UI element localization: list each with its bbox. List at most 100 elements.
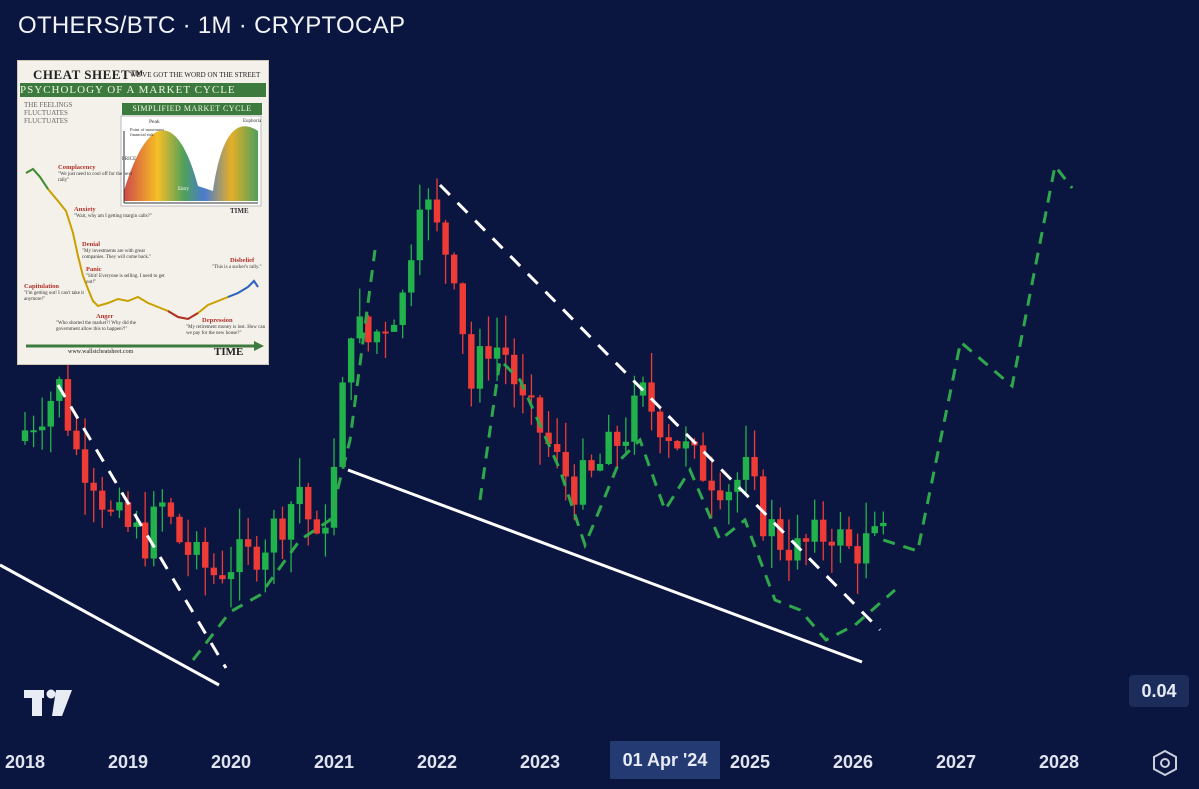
inset-entry-label: Entry xyxy=(178,187,190,192)
history-wave-path xyxy=(191,249,377,661)
candle-body xyxy=(682,441,690,449)
candle-body xyxy=(124,502,132,527)
inset-peak-note: Point of maximum financial risk xyxy=(130,127,164,137)
candle-body xyxy=(450,254,458,284)
candle-body xyxy=(622,441,630,446)
candle-body xyxy=(425,199,432,210)
candle-body xyxy=(373,331,381,343)
candle-body xyxy=(21,430,29,441)
candle-body xyxy=(717,490,724,501)
candle-body xyxy=(459,283,466,335)
inset-stage-label: Capitulation xyxy=(24,283,60,290)
candle-body xyxy=(665,437,672,441)
candle-body xyxy=(262,552,269,570)
inset-illustration xyxy=(25,115,264,351)
candle-body xyxy=(150,506,157,559)
candle-body xyxy=(184,542,192,555)
inset-banner: PSYCHOLOGY OF A MARKET CYCLE xyxy=(20,83,266,97)
candle-body xyxy=(382,331,389,334)
candle-body xyxy=(193,541,200,555)
inset-stage-label: Denial xyxy=(82,241,101,248)
inset-stage-quote: "My retirement money is lost. How can we… xyxy=(186,325,266,336)
x-tick-label: 2026 xyxy=(832,752,874,772)
candle-body xyxy=(227,572,235,580)
candle-body xyxy=(493,347,501,359)
candle-body xyxy=(347,338,355,383)
inset-simplified-title: SIMPLIFIED MARKET CYCLE xyxy=(122,103,262,115)
candle-body xyxy=(880,522,887,527)
candle-body xyxy=(390,324,398,332)
price-chart[interactable] xyxy=(0,0,1199,740)
candle-body xyxy=(47,400,54,427)
inset-stage-quote: "Shit! Everyone is selling. I need to ge… xyxy=(86,274,165,285)
candle-body xyxy=(244,539,252,547)
inset-y-axis: PRICE xyxy=(122,157,137,162)
candle-body xyxy=(305,486,312,520)
candle-body xyxy=(30,430,37,433)
resistance-trendline-1 xyxy=(56,384,228,669)
inset-stage-quote: "We just need to cool off for the next r… xyxy=(58,172,133,183)
candle-body xyxy=(270,518,278,553)
tradingview-logo-icon[interactable] xyxy=(24,688,74,723)
candle-body xyxy=(38,426,46,431)
inset-stage-label: Anxiety xyxy=(74,206,96,213)
candle-body xyxy=(176,516,183,543)
candle-body xyxy=(528,395,535,398)
inset-stage-quote: "My investments are with great companies… xyxy=(82,249,152,260)
candle-body xyxy=(742,456,750,480)
resistance-trendline-2 xyxy=(438,183,882,632)
candle-body xyxy=(502,347,509,355)
settings-hexagon-icon[interactable] xyxy=(1151,749,1179,782)
candle-body xyxy=(768,519,775,537)
trendline-overlay xyxy=(0,183,882,687)
candle-body xyxy=(159,502,166,507)
candle-body xyxy=(287,504,295,540)
inset-x-axis: TIME xyxy=(230,207,249,215)
candle-body xyxy=(81,449,89,483)
candle-body xyxy=(828,541,836,546)
inset-footer-url: www.wallstcheatsheet.com xyxy=(68,349,134,355)
candle-body xyxy=(468,334,475,389)
candle-body xyxy=(648,382,655,412)
candle-body xyxy=(339,382,346,467)
candle-body xyxy=(562,451,569,477)
crosshair-date-label: 01 Apr '24 xyxy=(610,741,720,779)
candle-body xyxy=(141,522,149,559)
candle-body xyxy=(536,397,544,433)
candle-body xyxy=(553,444,561,452)
inset-stage-label: Disbelief xyxy=(230,257,255,264)
market-cycle-cheatsheet-inset: CHEAT SHEET™ WE'VE GOT THE WORD ON THE S… xyxy=(17,60,269,365)
candle-body xyxy=(90,482,97,491)
candle-body xyxy=(133,522,140,527)
candle-body xyxy=(777,519,784,550)
inset-stage-label: Complacency xyxy=(58,164,96,171)
candlestick-series xyxy=(21,178,887,608)
last-price-label: 0.04 xyxy=(1129,675,1189,707)
candle-body xyxy=(64,379,72,431)
candle-body xyxy=(167,502,175,517)
candle-body xyxy=(356,316,363,339)
candle-body xyxy=(708,480,715,491)
candle-body xyxy=(734,479,741,492)
candle-body xyxy=(674,440,681,449)
x-tick-label: 2025 xyxy=(729,752,771,772)
candle-body xyxy=(107,509,115,512)
x-tick-label: 2019 xyxy=(107,752,149,772)
candle-body xyxy=(854,546,861,564)
inset-stage-label: Depression xyxy=(202,317,233,324)
candle-body xyxy=(820,519,827,542)
candle-body xyxy=(210,567,218,576)
candle-body xyxy=(811,519,818,542)
projection-path xyxy=(882,162,1074,553)
candle-body xyxy=(862,533,870,564)
x-tick-label: 2021 xyxy=(313,752,355,772)
candle-body xyxy=(253,546,260,570)
candle-body xyxy=(605,431,612,464)
support-trendline-2 xyxy=(347,468,863,664)
inset-tagline: WE'VE GOT THE WORD ON THE STREET xyxy=(130,71,261,79)
candle-body xyxy=(802,538,810,542)
inset-peak-label: Peak xyxy=(149,119,160,125)
inset-stage-quote: "This is a sucker's rally." xyxy=(212,265,262,270)
candle-body xyxy=(871,526,878,534)
projection-paths xyxy=(191,162,1074,661)
